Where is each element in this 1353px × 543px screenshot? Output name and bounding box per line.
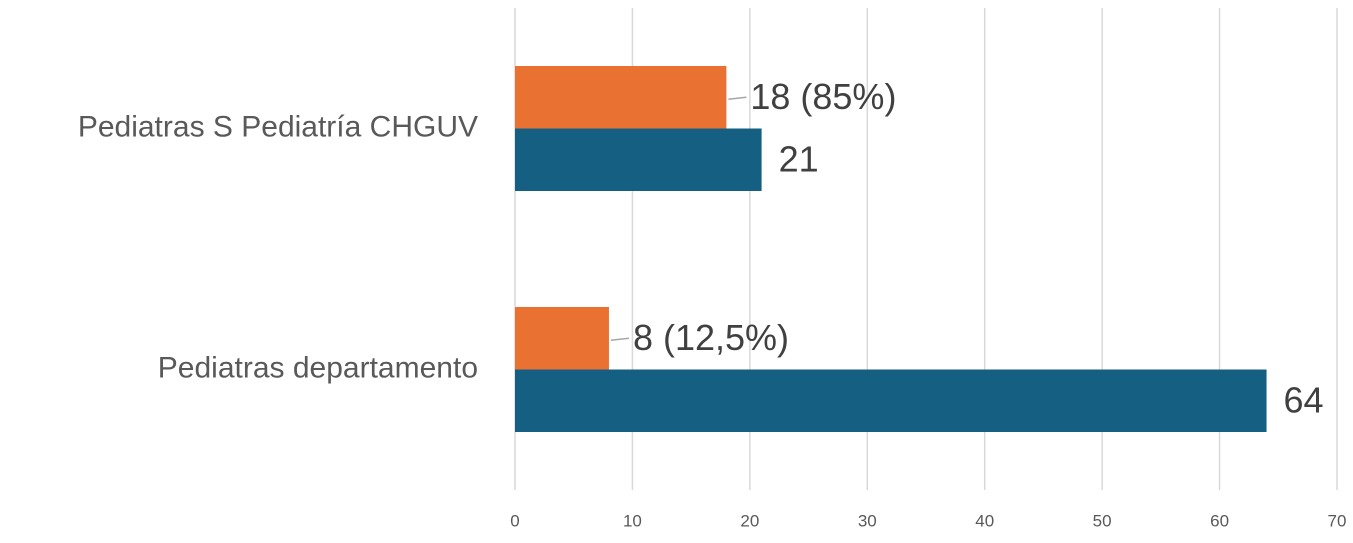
data-label: 18 (85%) [750,76,896,117]
bar [515,307,609,370]
x-tick-label: 50 [1093,511,1112,530]
x-tick-label: 70 [1328,511,1347,530]
bar [515,128,762,191]
x-tick-label: 20 [740,511,759,530]
bar [515,369,1267,432]
x-tick-label: 30 [858,511,877,530]
x-tick-label: 60 [1210,511,1229,530]
x-tick-label: 0 [510,511,519,530]
leader-line [610,337,630,341]
bar [515,66,727,129]
data-label: 8 (12,5%) [633,317,789,358]
data-label: 21 [779,138,819,179]
category-label: Pediatras S Pediatría CHGUV [78,110,478,143]
x-tick-label: 10 [623,511,642,530]
leader-line [728,96,747,100]
category-label: Pediatras departamento [158,351,478,384]
data-label: 64 [1284,379,1324,420]
x-tick-label: 40 [975,511,994,530]
